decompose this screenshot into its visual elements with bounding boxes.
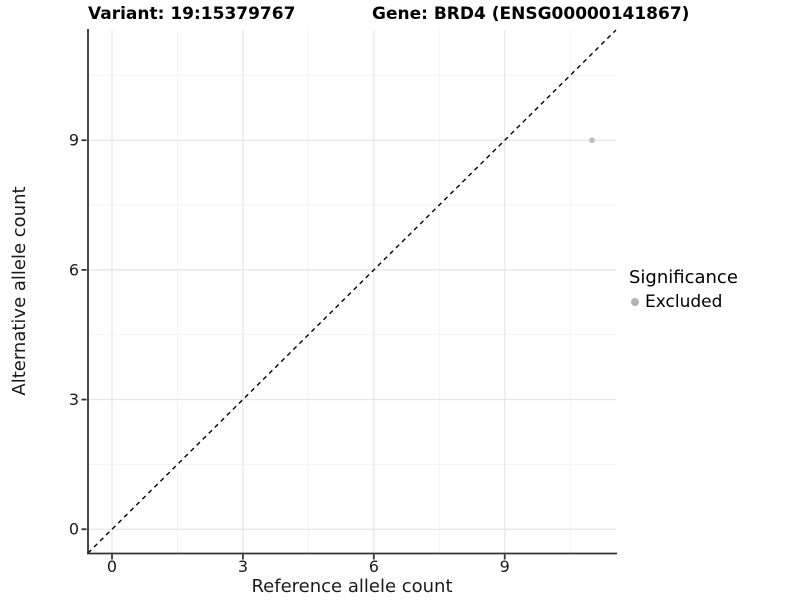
identity-line [87, 29, 617, 554]
x-axis-title: Reference allele count [251, 576, 453, 597]
plot-title-variant: Variant: 19:15379767 [88, 4, 296, 24]
x-tick-label: 6 [369, 557, 379, 576]
legend-title: Significance [629, 267, 738, 288]
data-point [589, 137, 595, 144]
y-tick-label: 6 [69, 260, 79, 279]
y-axis-title: Alternative allele count [9, 186, 30, 396]
x-tick-label: 9 [500, 557, 510, 576]
y-tick-label: 9 [69, 131, 79, 150]
legend-entry-label: Excluded [645, 292, 723, 312]
y-tick-label: 0 [69, 520, 79, 539]
legend-entry-excluded: Excluded [629, 292, 738, 312]
y-tick-label: 3 [69, 390, 79, 409]
plot-title-gene: Gene: BRD4 (ENSG00000141867) [372, 4, 690, 24]
legend-point-icon [631, 298, 639, 306]
legend: Significance Excluded [629, 267, 738, 312]
x-tick-label: 0 [107, 557, 117, 576]
x-tick-label: 3 [238, 557, 248, 576]
